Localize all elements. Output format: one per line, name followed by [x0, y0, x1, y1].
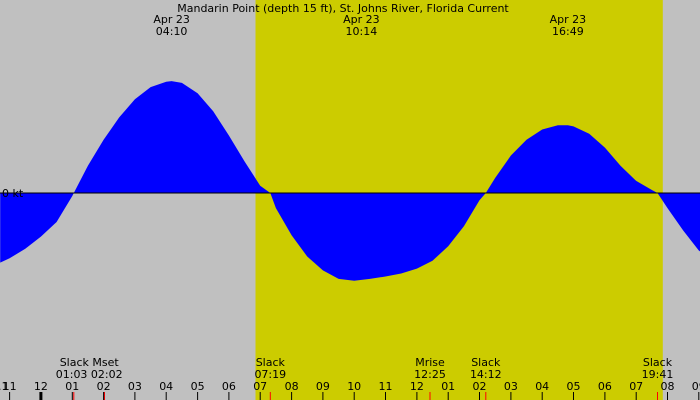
peak-time: 10:14: [346, 25, 378, 38]
event-name: Slack: [256, 356, 286, 369]
hour-tick-label: 07: [253, 380, 267, 393]
hour-tick-label: 11: [3, 380, 17, 393]
hour-tick-label: 12: [34, 380, 48, 393]
hour-tick-label: 09: [692, 380, 700, 393]
event-time: 14:12: [470, 368, 502, 381]
peak-time: 04:10: [156, 25, 188, 38]
zero-kt-label: 0 kt: [2, 187, 24, 200]
hour-tick-label: 06: [222, 380, 236, 393]
flood-area: [0, 81, 700, 281]
hour-tick-label: 04: [535, 380, 549, 393]
peak-time: 16:49: [552, 25, 584, 38]
hour-tick-label: 03: [128, 380, 142, 393]
event-name: Mrise: [415, 356, 445, 369]
hour-tick-label: 12: [410, 380, 424, 393]
hour-tick-label: 05: [191, 380, 205, 393]
hour-tick-label: 10: [347, 380, 361, 393]
event-time: 01:03 02:02: [56, 368, 123, 381]
peak-date: Apr 23: [343, 13, 380, 26]
peak-date: Apr 23: [153, 13, 190, 26]
hour-tick-label: 08: [661, 380, 675, 393]
hour-tick-label: 04: [159, 380, 173, 393]
hour-tick-label: 06: [598, 380, 612, 393]
hour-tick-label: 05: [567, 380, 581, 393]
peak-date: Apr 23: [550, 13, 587, 26]
hour-tick-label: 01: [65, 380, 79, 393]
event-name: Slack: [643, 356, 673, 369]
event-name: Slack: [471, 356, 501, 369]
hour-ticks: 11 12 01 02 03 04 05 06 07 08 09 10 11 12 01 02 03 04 05 06…: [3, 380, 700, 400]
event-name: Slack Mset: [60, 356, 120, 369]
hour-tick-label: 02: [473, 380, 487, 393]
event-time: 07:19: [254, 368, 286, 381]
left-edge-label: .1: [0, 380, 9, 393]
hour-tick-label: 02: [97, 380, 111, 393]
event-time: 19:41: [642, 368, 674, 381]
hour-tick-label: 01: [441, 380, 455, 393]
hour-tick-label: 07: [629, 380, 643, 393]
hour-tick-label: 09: [316, 380, 330, 393]
hour-tick-label: 11: [379, 380, 393, 393]
current-areas: [0, 81, 700, 281]
hour-tick-label: 08: [285, 380, 299, 393]
hour-tick-label: 03: [504, 380, 518, 393]
event-time: 12:25: [414, 368, 446, 381]
chart-title: Mandarin Point (depth 15 ft), St. Johns …: [177, 2, 509, 15]
